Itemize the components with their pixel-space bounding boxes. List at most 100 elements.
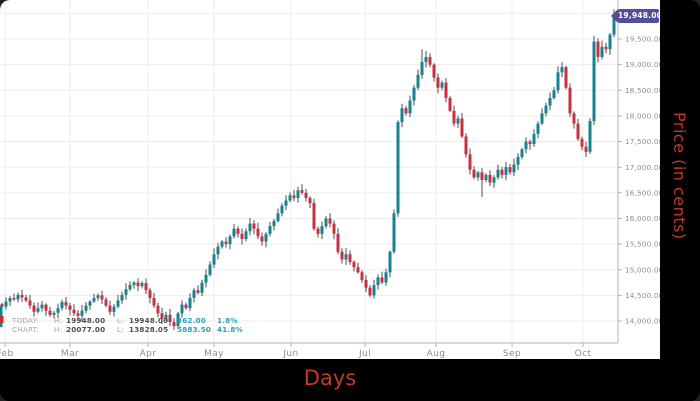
candle-up <box>420 62 424 75</box>
candle-down <box>316 228 320 234</box>
candle-up <box>216 246 220 255</box>
candle-up <box>324 218 328 227</box>
candle-up <box>16 294 20 300</box>
candle-down <box>104 299 108 306</box>
candle-down <box>444 82 448 98</box>
x-axis-month-label: Apr <box>140 349 157 359</box>
x-axis-title: Days <box>303 366 357 390</box>
candle-up <box>592 41 596 122</box>
candle-up <box>520 149 524 157</box>
candle-up <box>588 121 592 152</box>
candle-down <box>184 304 188 309</box>
candle-up <box>244 231 248 239</box>
candle-down <box>428 56 432 65</box>
candle-up <box>268 226 272 234</box>
candle-up <box>8 297 12 302</box>
y-axis-tick-label: 19,500.00 <box>625 35 660 44</box>
candle-down <box>240 233 244 239</box>
legend-chart-low-value: 13828.05 <box>129 325 169 334</box>
candle-up <box>272 221 276 227</box>
candle-up <box>392 213 396 252</box>
y-axis-tick-label: 18,000.00 <box>625 112 660 121</box>
candle-down <box>76 313 80 316</box>
candle-down <box>460 118 464 137</box>
candle-up <box>408 100 412 114</box>
candle-down <box>24 297 28 301</box>
legend-today-change: 362.00 <box>177 316 206 325</box>
candle-up <box>4 301 8 307</box>
candle-down <box>332 223 336 234</box>
x-axis-title-band: Days <box>0 359 700 401</box>
candle-down <box>300 190 304 193</box>
candle-down <box>172 322 176 327</box>
candle-up <box>164 314 168 319</box>
candle-up <box>496 169 500 178</box>
candle-down <box>260 236 264 242</box>
candle-up <box>120 294 124 301</box>
candle-down <box>348 254 352 263</box>
candle-up <box>492 177 496 183</box>
candle-down <box>168 314 172 323</box>
candle-down <box>528 141 532 145</box>
y-axis-tick-label: 17,500.00 <box>625 137 660 146</box>
candle-up <box>384 272 388 283</box>
candle-down <box>568 87 572 114</box>
candle-up <box>204 274 208 283</box>
candle-up <box>284 200 288 206</box>
legend-chart-label: CHART: <box>12 325 40 334</box>
candle-up <box>200 282 204 293</box>
candle-up <box>504 167 508 175</box>
last-price-tag: 19,948.00 <box>618 9 660 23</box>
candle-down <box>596 41 600 57</box>
candle-down <box>340 251 344 260</box>
candle-up <box>128 285 132 290</box>
candle-up <box>208 264 212 275</box>
chart-panel: 19,500.00 19,000.00 18,500.00 18,000.00 17,5… <box>0 0 660 359</box>
y-axis-tick-label: 15,000.00 <box>625 265 660 274</box>
legend-today-low-value: 19948.00 <box>129 316 169 325</box>
candle-up <box>548 97 552 106</box>
candle-down <box>580 138 584 147</box>
x-axis-month-label: Sep <box>503 349 521 359</box>
legend-today-high-label: H: <box>54 316 63 325</box>
candle-up <box>388 251 392 273</box>
candle-down <box>0 304 4 307</box>
candle-down <box>500 169 504 175</box>
candle-down <box>312 203 316 229</box>
candle-up <box>372 285 376 296</box>
candle-up <box>400 108 404 123</box>
legend-today-change-pct: 1.8% <box>217 316 238 325</box>
candle-up <box>556 72 560 91</box>
candle-down <box>72 309 76 314</box>
candle-down <box>44 304 48 311</box>
legend-today-low-label: L: <box>117 316 124 325</box>
x-axis-month-label: Mar <box>61 349 79 359</box>
candle-down <box>68 305 72 310</box>
legend-chart-low-label: L: <box>117 325 124 334</box>
candle-down <box>252 223 256 229</box>
candle-down <box>448 97 452 111</box>
y-axis-title-band: Price (in cents) <box>660 0 700 401</box>
candle-down <box>160 313 164 319</box>
candle-up <box>320 226 324 234</box>
candle-up <box>484 174 488 180</box>
candle-down <box>32 305 36 312</box>
candle-up <box>560 67 564 73</box>
candle-up <box>80 310 84 316</box>
candle-down <box>328 218 332 224</box>
candle-up <box>296 190 300 198</box>
candle-up <box>40 304 44 309</box>
candle-up <box>376 277 380 286</box>
candle-down <box>356 267 360 273</box>
y-axis-tick-label: 14,500.00 <box>625 291 660 300</box>
candle-down <box>236 228 240 234</box>
x-axis-month-label: Oct <box>575 349 592 359</box>
candle-down <box>148 290 152 298</box>
y-axis-tick-label: 15,500.00 <box>625 240 660 249</box>
candle-up <box>112 306 116 312</box>
candle-up <box>88 301 92 306</box>
candle-up <box>524 141 528 150</box>
candle-down <box>364 279 368 288</box>
candle-up <box>84 305 88 311</box>
